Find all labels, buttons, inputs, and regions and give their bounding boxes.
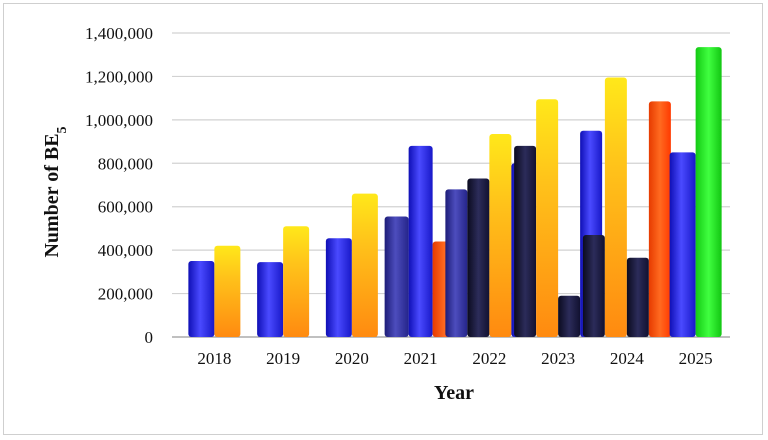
bar-2020-2	[351, 193, 378, 337]
y-tick-label: 1,000,000	[85, 111, 153, 130]
x-axis-title: Year	[434, 382, 474, 404]
x-tick-label: 2023	[541, 349, 575, 368]
x-tick-label: 2018	[197, 349, 231, 368]
y-tick-label: 400,000	[98, 241, 153, 260]
bar-2023-1	[514, 145, 537, 337]
y-axis-title-main: Number of BE	[41, 133, 63, 257]
bars-group	[188, 47, 722, 338]
bar-2022-1	[445, 189, 468, 337]
bar-2020-1	[325, 238, 352, 337]
y-tick-label: 1,200,000	[85, 67, 153, 86]
bar-2021-1	[384, 216, 409, 337]
x-tick-label: 2022	[472, 349, 506, 368]
y-tick-label: 800,000	[98, 154, 153, 173]
y-axis-title: Number of BE5	[41, 126, 70, 257]
bar-2024-3	[626, 257, 649, 337]
y-axis: 0 200,000 400,000 600,000 800,000 1,000,000 1,…	[85, 24, 153, 347]
bar-2022-3	[489, 133, 512, 337]
bar-2019-2	[283, 226, 310, 337]
bar-2018-2	[214, 245, 241, 337]
bar-2025-2	[695, 47, 722, 337]
y-tick-label: 600,000	[98, 198, 153, 217]
x-tick-label: 2025	[679, 349, 713, 368]
bar-2024-2	[604, 77, 627, 337]
bar-2024-1	[582, 234, 605, 337]
x-tick-label: 2024	[610, 349, 645, 368]
bar-2025-1	[669, 152, 696, 337]
y-tick-label: 200,000	[98, 285, 153, 304]
bar-2024-4	[648, 101, 671, 338]
x-axis: 2018 2019 2020 2021 2022 2023 2024 2025	[197, 349, 712, 368]
x-tick-label: 2020	[335, 349, 369, 368]
bar-2018-1	[188, 261, 215, 337]
x-tick-label: 2021	[404, 349, 438, 368]
chart-frame	[3, 3, 763, 435]
bar-2019-1	[257, 262, 284, 337]
bar-2021-2	[408, 145, 433, 337]
bar-2023-2	[536, 99, 559, 337]
bar-2022-2	[467, 178, 490, 337]
x-tick-label: 2019	[266, 349, 300, 368]
y-tick-label: 0	[145, 328, 154, 347]
y-axis-title-subscript: 5	[55, 126, 70, 133]
y-tick-label: 1,400,000	[85, 24, 153, 43]
bar-2023-3	[558, 295, 581, 337]
